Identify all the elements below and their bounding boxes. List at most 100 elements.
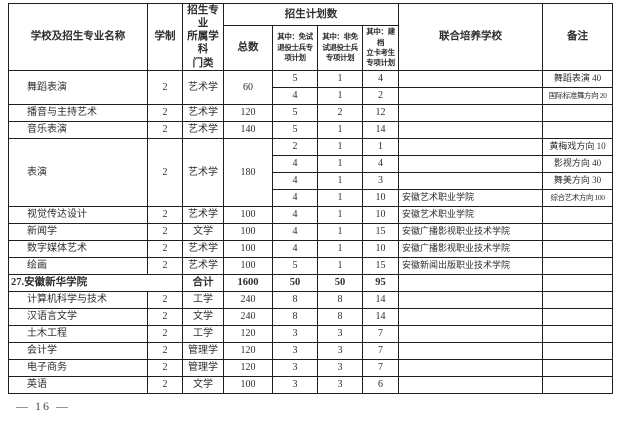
remark-cell — [542, 222, 613, 241]
discipline-cell: 文学 — [182, 222, 224, 241]
nonexempt-count-cell: 2 — [317, 103, 363, 122]
nonexempt-count-cell: 3 — [317, 375, 363, 394]
total-cell: 60 — [223, 69, 273, 105]
remark-cell — [542, 256, 613, 275]
total-cell: 120 — [223, 341, 273, 360]
card-count-cell: 1 — [362, 137, 399, 156]
joint-school-cell — [398, 154, 543, 173]
table-row: 视觉传达设计 2 艺术学 100 4 1 10 安徽艺术职业学院 — [8, 205, 613, 224]
discipline-cell: 文学 — [182, 307, 224, 326]
major-name-cell: 电子商务 — [8, 358, 148, 377]
nonexempt-count-cell: 1 — [317, 205, 363, 224]
exempt-count-cell: 5 — [272, 256, 318, 275]
discipline-cell: 工学 — [182, 290, 224, 309]
summary-label-cell: 合计 — [182, 273, 224, 292]
table-row: 表演 2 艺术学 180 2 1 1 黄梅戏方向 10 — [8, 137, 613, 207]
remark-cell: 综合艺术方向 100 — [542, 188, 613, 207]
joint-school-cell — [398, 375, 543, 394]
years-cell: 2 — [147, 256, 183, 275]
exempt-count-cell: 4 — [272, 188, 318, 207]
total-cell: 120 — [223, 358, 273, 377]
years-cell: 2 — [147, 307, 183, 326]
joint-school-cell — [398, 171, 543, 190]
summary-nonexempt-cell: 50 — [317, 273, 363, 292]
discipline-cell: 艺术学 — [182, 120, 224, 139]
total-cell: 140 — [223, 120, 273, 139]
exempt-count-cell: 3 — [272, 324, 318, 343]
joint-school-cell — [398, 86, 543, 105]
table-row: 土木工程 2 工学 120 3 3 7 — [8, 324, 613, 343]
card-count-cell: 14 — [362, 120, 399, 139]
summary-total-cell: 1600 — [223, 273, 273, 292]
major-name-cell: 视觉传达设计 — [8, 205, 148, 224]
summary-row: 27.安徽新华学院 合计 1600 50 50 95 — [8, 273, 613, 292]
major-name-cell: 音乐表演 — [8, 120, 148, 139]
card-count-cell: 3 — [362, 171, 399, 190]
header-exempt-veteran: 其中：免试 退役士兵专 项计划 — [272, 24, 318, 71]
table-row: 4 1 3 舞美方向 30 — [9, 171, 613, 190]
card-count-cell: 10 — [362, 205, 399, 224]
header-card-holder: 其中：建档 立卡考生 专项计划 — [362, 24, 399, 71]
major-name-cell: 绘画 — [8, 256, 148, 275]
header-row-top: 学校及招生专业名称 学制 招生专业 所属学科 门类 招生计划数 联合培养学校 备… — [8, 3, 613, 71]
table-row: 电子商务 2 管理学 120 3 3 7 — [8, 358, 613, 377]
header-years: 学制 — [147, 3, 183, 71]
card-count-cell: 7 — [362, 358, 399, 377]
remark-cell — [542, 341, 613, 360]
enrollment-plan-table: 学校及招生专业名称 学制 招生专业 所属学科 门类 招生计划数 联合培养学校 备… — [8, 3, 613, 394]
remark-cell — [542, 239, 613, 258]
exempt-count-cell: 4 — [272, 86, 318, 105]
nonexempt-count-cell: 3 — [317, 324, 363, 343]
header-discipline: 招生专业 所属学科 门类 — [182, 3, 224, 71]
card-count-cell: 14 — [362, 307, 399, 326]
table-row: 计算机科学与技术 2 工学 240 8 8 14 — [8, 290, 613, 309]
header-plan-group: 招生计划数 — [223, 3, 399, 26]
table-row: 汉语言文学 2 文学 240 8 8 14 — [8, 307, 613, 326]
nonexempt-count-cell: 3 — [317, 341, 363, 360]
joint-school-cell — [398, 324, 543, 343]
nonexempt-count-cell: 1 — [317, 69, 363, 88]
major-name-cell: 英语 — [8, 375, 148, 394]
remark-cell — [542, 205, 613, 224]
total-cell: 240 — [223, 307, 273, 326]
joint-school-cell: 安徽艺术职业学院 — [398, 188, 543, 207]
major-name-cell: 土木工程 — [8, 324, 148, 343]
years-cell: 2 — [147, 120, 183, 139]
remark-cell — [542, 273, 613, 292]
nonexempt-count-cell: 8 — [317, 307, 363, 326]
exempt-count-cell: 4 — [272, 205, 318, 224]
remark-cell — [542, 375, 613, 394]
years-cell: 2 — [147, 103, 183, 122]
major-name-cell: 播音与主持艺术 — [8, 103, 148, 122]
table-row: 播音与主持艺术 2 艺术学 120 5 2 12 — [8, 103, 613, 122]
card-count-cell: 12 — [362, 103, 399, 122]
joint-school-cell — [398, 137, 543, 156]
exempt-count-cell: 8 — [272, 307, 318, 326]
exempt-count-cell: 3 — [272, 341, 318, 360]
nonexempt-count-cell: 1 — [317, 171, 363, 190]
discipline-cell: 文学 — [182, 375, 224, 394]
discipline-cell: 工学 — [182, 324, 224, 343]
header-row-sub: 总数 其中：免试 退役士兵专 项计划 其中：非免 试退役士兵 专项计划 其中：建… — [9, 24, 613, 71]
card-count-cell: 6 — [362, 375, 399, 394]
nonexempt-count-cell: 1 — [317, 86, 363, 105]
exempt-count-cell: 8 — [272, 290, 318, 309]
exempt-count-cell: 4 — [272, 239, 318, 258]
years-cell: 2 — [147, 375, 183, 394]
joint-school-cell — [398, 290, 543, 309]
summary-card-cell: 95 — [362, 273, 399, 292]
table-row: 绘画 2 艺术学 100 5 1 15 安徽新闻出版职业技术学院 — [8, 256, 613, 275]
card-count-cell: 10 — [362, 239, 399, 258]
school-name-cell: 27.安徽新华学院 — [8, 273, 183, 292]
card-count-cell: 4 — [362, 69, 399, 88]
total-cell: 180 — [223, 137, 273, 207]
years-cell: 2 — [147, 222, 183, 241]
card-count-cell: 7 — [362, 341, 399, 360]
card-count-cell: 7 — [362, 324, 399, 343]
years-cell: 2 — [147, 239, 183, 258]
remark-cell — [542, 358, 613, 377]
header-joint-school: 联合培养学校 — [398, 3, 543, 71]
discipline-cell: 艺术学 — [182, 205, 224, 224]
major-name-cell: 表演 — [8, 137, 148, 207]
total-cell: 120 — [223, 324, 273, 343]
